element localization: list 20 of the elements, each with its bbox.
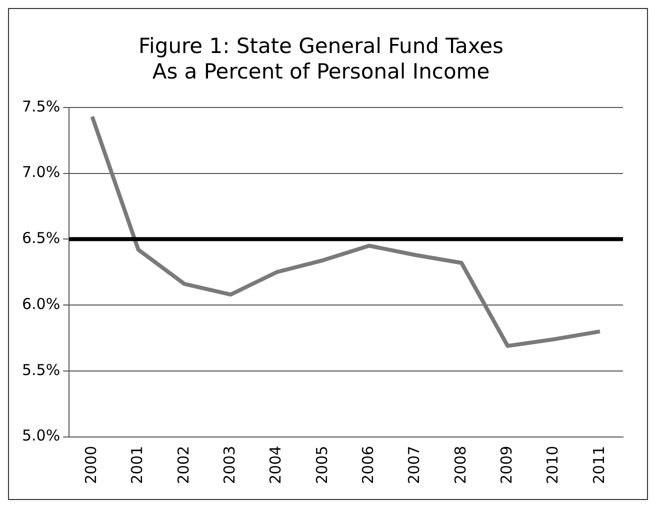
x-tick-label: 2000 bbox=[82, 446, 100, 484]
text: Figure 1: State General Fund Taxes bbox=[138, 34, 504, 58]
x-tick-label: 2008 bbox=[451, 446, 470, 484]
x-tick-label: 2005 bbox=[312, 446, 331, 484]
y-tick-label: 5.0% bbox=[22, 426, 60, 445]
x-tick-label: 2009 bbox=[497, 446, 516, 484]
y-tick-label: 6.5% bbox=[22, 229, 60, 248]
y-tick-label: 5.5% bbox=[22, 360, 60, 379]
text: As a Percent of Personal Income bbox=[152, 59, 490, 84]
x-tick-label: 2003 bbox=[220, 446, 239, 484]
y-tick-label: 7.5% bbox=[22, 97, 60, 116]
x-tick-label: 2010 bbox=[544, 446, 562, 484]
x-tick-label: 2006 bbox=[359, 446, 378, 484]
x-tick-label: 2002 bbox=[174, 446, 192, 484]
x-tick-label: 2007 bbox=[405, 446, 424, 484]
y-tick-label: 6.0% bbox=[22, 294, 60, 313]
x-tick-label: 2004 bbox=[266, 446, 285, 484]
x-tick-label: 2011 bbox=[590, 446, 608, 484]
x-tick-label: 2001 bbox=[128, 446, 146, 484]
y-tick-label: 7.0% bbox=[22, 163, 60, 182]
